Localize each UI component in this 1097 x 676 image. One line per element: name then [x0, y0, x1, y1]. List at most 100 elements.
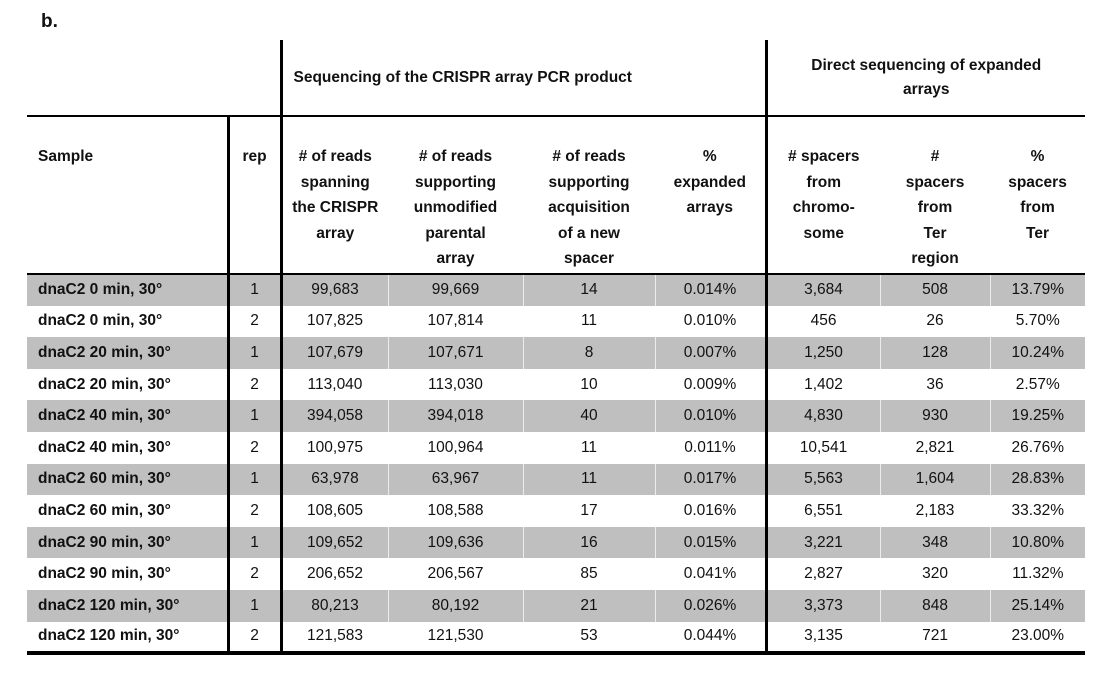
cell-pct-expanded: 0.010%: [654, 400, 767, 432]
col-header-spacers-chromosome: # spacers from chromo- some: [764, 116, 881, 275]
cell-sample: dnaC2 120 min, 30°: [27, 589, 228, 622]
cell-pct-ter: 2.57%: [989, 368, 1086, 401]
results-table: Sequencing of the CRISPR array PCR produ…: [27, 40, 1086, 656]
cell-pct-expanded: 0.014%: [654, 274, 767, 306]
table-row: dnaC2 0 min, 30° 1 99,683 99,669 14 0.01…: [27, 274, 1086, 306]
cell-spacers-ter: 320: [879, 558, 991, 590]
cell-sample: dnaC2 20 min, 30°: [38, 375, 171, 393]
cell-pct-ter: 33.32%: [989, 495, 1086, 527]
cell-pct-ter: 28.83%: [989, 463, 1086, 496]
cell-sample: dnaC2 60 min, 30°: [38, 501, 171, 519]
cell-pct-ter: 5.70%: [989, 305, 1086, 338]
cell-reads-spanning: 80,213: [279, 589, 388, 622]
cell-sample: dnaC2 40 min, 30°: [38, 438, 171, 456]
cell-pct-expanded: 0.017%: [654, 463, 767, 496]
cell-spacers-chromosome: 1,250: [764, 337, 881, 369]
cell-spacers-ter: 848: [879, 589, 991, 622]
cell-reads-spanning: 206,652: [279, 558, 388, 590]
table-row: dnaC2 40 min, 30° 2 100,975 100,964 11 0…: [27, 431, 1086, 464]
cell-spacers-chromosome: 2,827: [764, 558, 881, 590]
table-row: dnaC2 60 min, 30° 2 108,605 108,588 17 0…: [27, 495, 1086, 527]
table-header: Sequencing of the CRISPR array PCR produ…: [27, 40, 1086, 275]
corner-blank-cell: [27, 40, 281, 117]
cell-reads-parental: 107,671: [387, 337, 523, 369]
table-row: dnaC2 120 min, 30° 1 80,213 80,192 21 0.…: [27, 589, 1086, 622]
cell-pct-expanded: 0.009%: [654, 368, 767, 401]
cell-reads-spanning: 107,679: [279, 337, 388, 369]
column-header-row: Sample rep # of reads spanning the CRISP…: [27, 116, 1086, 275]
cell-spacers-ter: 2,821: [879, 431, 991, 464]
cell-reads-parental: 121,530: [387, 621, 523, 656]
cell-reads-new-spacer: 10: [522, 368, 655, 401]
cell-reads-spanning: 99,683: [279, 274, 388, 306]
cell-sample: dnaC2 0 min, 30°: [38, 312, 163, 330]
cell-reads-new-spacer: 40: [522, 400, 655, 432]
cell-rep: 1: [226, 337, 281, 369]
cell-pct-ter: 10.80%: [989, 526, 1086, 559]
cell-pct-expanded: 0.041%: [654, 558, 767, 590]
cell-rep: 2: [226, 621, 281, 656]
cell-reads-parental: 99,669: [387, 274, 523, 306]
cell-pct-expanded: 0.016%: [654, 495, 767, 527]
table-row: dnaC2 120 min, 30° 2 121,583 121,530 53 …: [27, 621, 1086, 656]
cell-rep: 2: [226, 495, 281, 527]
cell-spacers-ter: 930: [879, 400, 991, 432]
cell-rep: 1: [226, 274, 281, 306]
cell-reads-spanning: 63,978: [279, 463, 388, 496]
table-row: dnaC2 0 min, 30° 2 107,825 107,814 11 0.…: [27, 305, 1086, 338]
table-body: dnaC2 0 min, 30° 1 99,683 99,669 14 0.01…: [27, 274, 1086, 656]
col-header-reads-spanning: # of reads spanning the CRISPR array: [279, 116, 388, 275]
cell-rep: 1: [226, 463, 281, 496]
cell-sample: dnaC2 90 min, 30°: [38, 565, 171, 583]
table-row: dnaC2 90 min, 30° 2 206,652 206,567 85 0…: [27, 558, 1086, 590]
col-header-reads-new-spacer: # of reads supporting acquisition of a n…: [523, 116, 655, 275]
cell-reads-new-spacer: 11: [522, 431, 655, 464]
cell-sample: dnaC2 120 min, 30°: [27, 621, 228, 656]
cell-reads-spanning: 109,652: [279, 526, 388, 559]
cell-rep: 2: [226, 305, 281, 338]
cell-reads-parental: 109,636: [387, 526, 523, 559]
cell-rep: 1: [226, 526, 281, 559]
cell-spacers-chromosome: 5,563: [764, 463, 881, 496]
cell-pct-ter: 13.79%: [989, 274, 1086, 306]
cell-spacers-ter: 2,183: [879, 495, 991, 527]
cell-reads-spanning: 121,583: [279, 621, 388, 656]
cell-reads-new-spacer: 14: [522, 274, 655, 306]
cell-reads-spanning: 113,040: [279, 368, 388, 401]
cell-pct-expanded: 0.044%: [654, 621, 767, 656]
col-header-pct-expanded: % expanded arrays: [655, 116, 767, 275]
cell-pct-ter: 23.00%: [989, 621, 1086, 656]
cell-reads-parental: 394,018: [387, 400, 523, 432]
cell-reads-parental: 206,567: [387, 558, 523, 590]
cell-pct-ter: 26.76%: [989, 431, 1086, 464]
cell-reads-new-spacer: 11: [522, 305, 655, 338]
cell-spacers-ter: 1,604: [879, 463, 991, 496]
cell-reads-new-spacer: 85: [522, 558, 655, 590]
cell-reads-parental: 108,588: [387, 495, 523, 527]
cell-sample: dnaC2 90 min, 30°: [27, 526, 228, 559]
cell-sample: dnaC2 0 min, 30°: [27, 274, 228, 306]
cell-reads-new-spacer: 21: [522, 589, 655, 622]
table-row: dnaC2 60 min, 30° 1 63,978 63,967 11 0.0…: [27, 463, 1086, 496]
table-row: dnaC2 20 min, 30° 2 113,040 113,030 10 0…: [27, 368, 1086, 401]
cell-spacers-chromosome: 10,541: [764, 431, 881, 464]
cell-pct-expanded: 0.026%: [654, 589, 767, 622]
table-row: dnaC2 20 min, 30° 1 107,679 107,671 8 0.…: [27, 337, 1086, 369]
cell-sample: dnaC2 60 min, 30°: [27, 463, 228, 496]
cell-reads-parental: 100,964: [387, 431, 523, 464]
cell-spacers-chromosome: 456: [764, 305, 881, 338]
cell-reads-spanning: 394,058: [279, 400, 388, 432]
cell-pct-ter: 25.14%: [989, 589, 1086, 622]
cell-reads-new-spacer: 11: [522, 463, 655, 496]
cell-spacers-ter: 128: [879, 337, 991, 369]
cell-reads-parental: 107,814: [387, 305, 523, 338]
cell-sample: dnaC2 20 min, 30°: [27, 337, 228, 369]
cell-spacers-chromosome: 3,135: [764, 621, 881, 656]
cell-reads-new-spacer: 17: [522, 495, 655, 527]
cell-rep: 2: [226, 368, 281, 401]
cell-spacers-ter: 348: [879, 526, 991, 559]
cell-pct-expanded: 0.007%: [654, 337, 767, 369]
cell-pct-ter: 11.32%: [989, 558, 1086, 590]
cell-spacers-chromosome: 4,830: [764, 400, 881, 432]
